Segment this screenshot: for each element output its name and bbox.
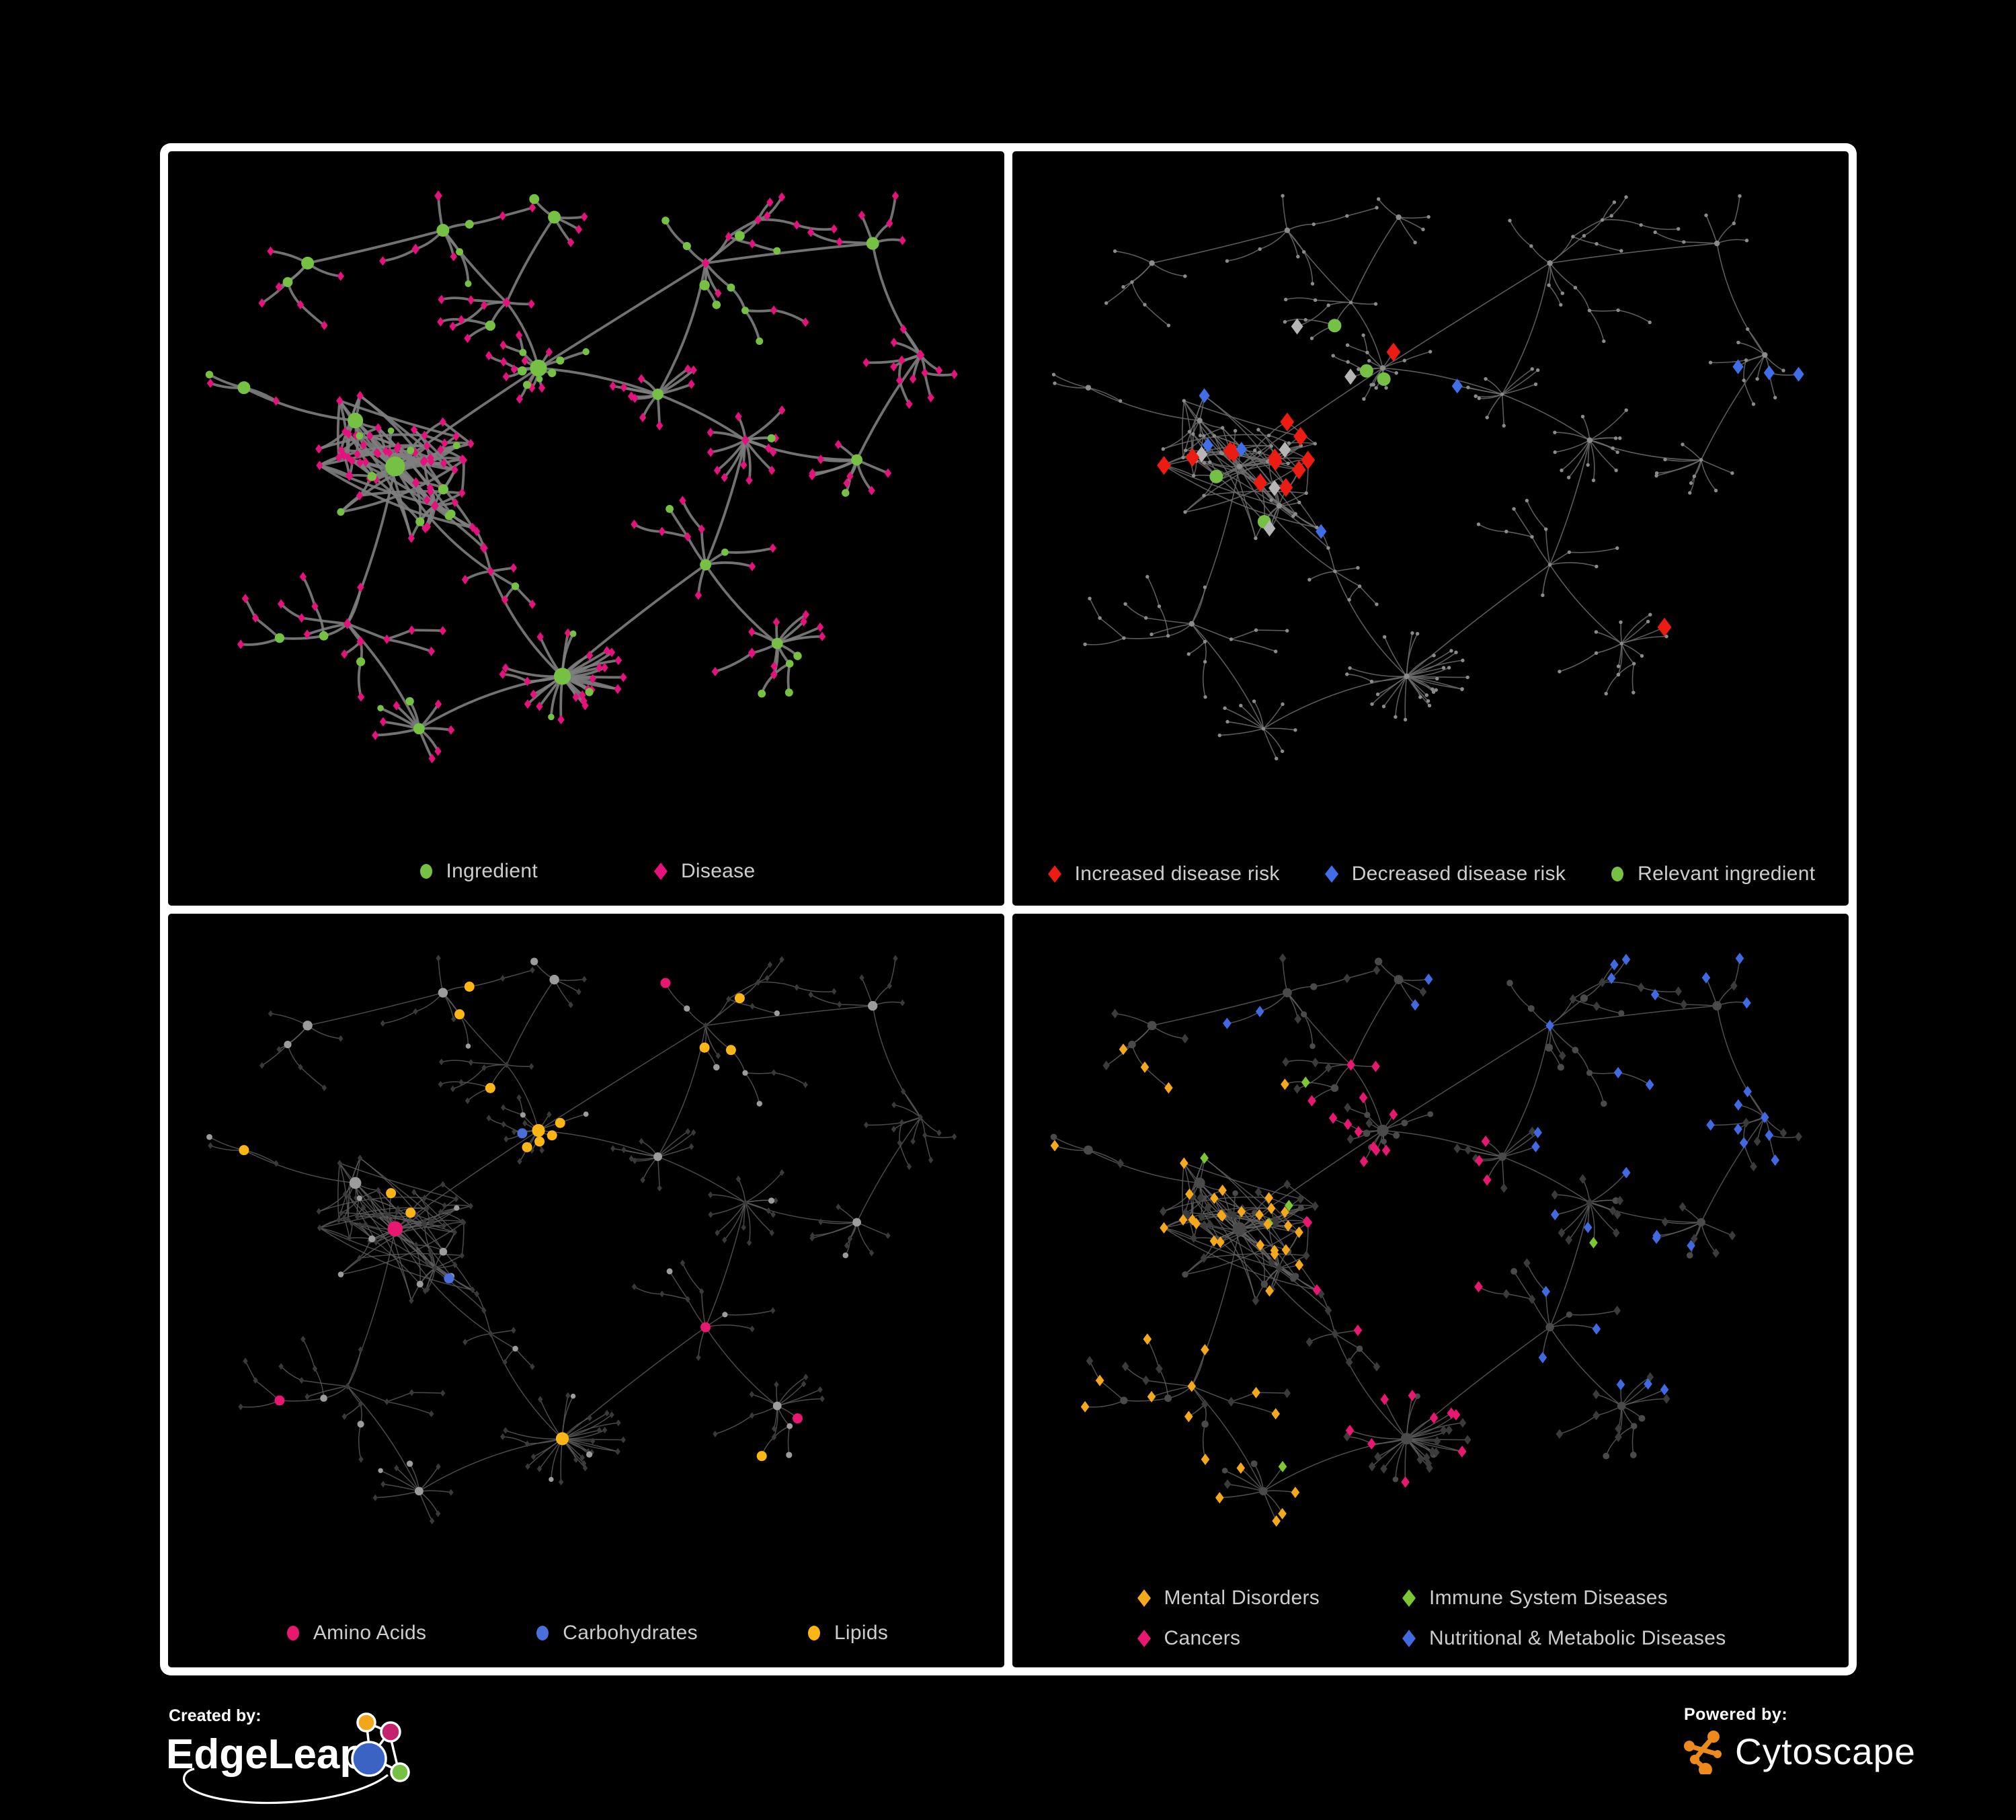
legend-diamond-marker: [653, 862, 668, 880]
legend-label: Disease: [680, 859, 756, 882]
legend-label: Decreased disease risk: [1351, 862, 1566, 885]
legend-item-mental-disorders: Mental Disorders: [1135, 1587, 1320, 1610]
network-graph-ingredient-classes: [206, 954, 957, 1524]
legend-ingredient-disease: Ingredient Disease: [168, 860, 1004, 883]
legend-item-ingredient: Ingredient: [417, 860, 538, 883]
legend-circle-marker: [286, 1626, 299, 1640]
panel-grid: Ingredient Disease Increased disease risk…: [160, 143, 1857, 1675]
cytoscape-icon: [1684, 1731, 1722, 1774]
legend-disease-risk: Increased disease risk Decreased disease …: [1012, 863, 1849, 885]
legend-label: Increased disease risk: [1074, 862, 1280, 885]
edgeleap-swoosh: [183, 1768, 389, 1805]
legend-label: Ingredient: [446, 859, 538, 882]
legend-label: Relevant ingredient: [1638, 862, 1816, 885]
legend-item-nutritional-metabolic-diseases: Nutritional & Metabolic Diseases: [1400, 1627, 1726, 1650]
legend-disease-classes: Mental Disorders Immune System Diseases Ca…: [1012, 1587, 1849, 1650]
legend-item-amino-acids: Amino Acids: [284, 1622, 426, 1645]
network-graph-disease-classes: [1050, 952, 1802, 1527]
legend-circle-marker: [536, 1626, 549, 1640]
edgeleap-credit: Created by: EdgeLeap: [165, 1702, 434, 1820]
cytoscape-credit: Powered by: Cytoscape: [1684, 1705, 1916, 1774]
legend-label: Lipids: [834, 1622, 889, 1644]
network-graph-disease-risk: [1051, 194, 1804, 760]
legend-item-lipids: Lipids: [805, 1622, 888, 1645]
legend-item-increased-disease-risk: Increased disease risk: [1046, 863, 1280, 885]
edgeleap-logo: Created by: EdgeLeap: [166, 1706, 410, 1805]
legend-diamond-marker: [1137, 1630, 1151, 1647]
legend-diamond-marker: [1402, 1589, 1416, 1607]
legend-circle-marker: [419, 863, 432, 879]
legend-diamond-marker: [1402, 1630, 1416, 1647]
legend-item-disease: Disease: [652, 860, 755, 883]
legend-item-decreased-disease-risk: Decreased disease risk: [1323, 863, 1566, 885]
legend-ingredient-classes: Amino Acids Carbohydrates Lipids: [168, 1622, 1004, 1645]
legend-item-relevant-ingredient: Relevant ingredient: [1609, 863, 1815, 885]
panel-disease-risk: Increased disease risk Decreased disease …: [1012, 151, 1849, 906]
panel-ingredient-classes: Amino Acids Carbohydrates Lipids: [168, 913, 1004, 1667]
powered-by-label: Powered by:: [1684, 1705, 1788, 1724]
legend-label: Carbohydrates: [563, 1622, 698, 1644]
legend-diamond-marker: [1324, 865, 1338, 883]
legend-label: Cancers: [1164, 1627, 1241, 1649]
legend-label: Immune System Diseases: [1429, 1587, 1668, 1609]
legend-item-carbohydrates: Carbohydrates: [534, 1622, 698, 1645]
legend-circle-marker: [807, 1626, 820, 1640]
cytoscape-wordmark: Cytoscape: [1735, 1731, 1916, 1772]
legend-item-immune-system-diseases: Immune System Diseases: [1400, 1587, 1726, 1610]
created-by-label: Created by:: [169, 1706, 261, 1725]
panel-disease-classes: Mental Disorders Immune System Diseases Ca…: [1012, 913, 1849, 1667]
network-graph-ingredient-disease: [205, 190, 958, 764]
legend-circle-marker: [1611, 866, 1624, 881]
legend-item-cancers: Cancers: [1135, 1627, 1320, 1650]
legend-diamond-marker: [1047, 865, 1061, 883]
edgeleap-network-glyph: [351, 1712, 410, 1782]
legend-label: Nutritional & Metabolic Diseases: [1429, 1627, 1726, 1649]
legend-label: Amino Acids: [313, 1622, 427, 1644]
legend-diamond-marker: [1137, 1589, 1151, 1607]
legend-label: Mental Disorders: [1164, 1587, 1320, 1609]
panel-ingredient-disease: Ingredient Disease: [168, 151, 1004, 906]
edgeleap-wordmark: EdgeLeap: [166, 1731, 365, 1778]
